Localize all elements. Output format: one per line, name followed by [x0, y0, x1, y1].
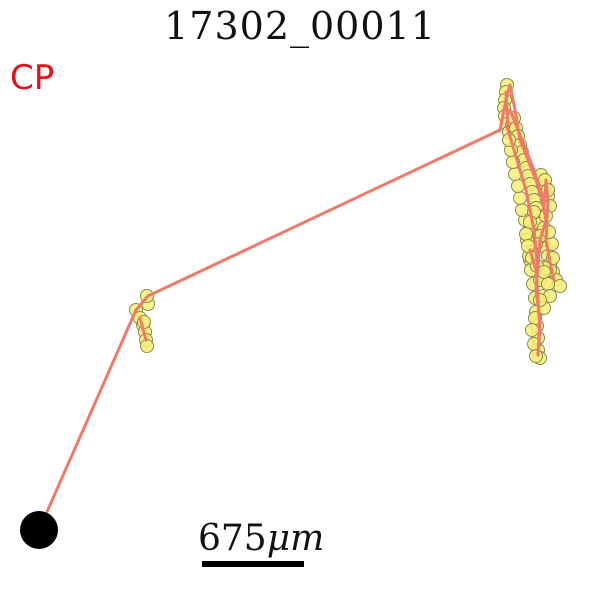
cluster-b-point [513, 191, 527, 205]
scale-bar-label: 675μm [198, 518, 324, 559]
track-branch-2 [508, 108, 556, 282]
scale-bar [202, 561, 304, 567]
cluster-b-point [525, 323, 539, 337]
track-branch-3 [528, 248, 542, 352]
cluster-a-point [140, 339, 154, 353]
start-point [20, 511, 58, 549]
main-track-line [37, 83, 548, 532]
cluster-b-point [529, 349, 543, 363]
track-branch-4 [138, 316, 148, 342]
cluster-b-point [553, 279, 567, 293]
track-branch-1 [504, 90, 540, 272]
scale-number: 675 [198, 518, 267, 559]
cp-label: CP [10, 58, 55, 98]
track-lines [37, 83, 556, 532]
cluster-b-point [519, 227, 533, 241]
scale-unit: μm [266, 518, 325, 559]
cluster-b-point [537, 265, 551, 279]
cluster-b-point [521, 239, 535, 253]
cluster-b-point [515, 203, 529, 217]
figure-title: 17302_00011 [164, 4, 436, 48]
